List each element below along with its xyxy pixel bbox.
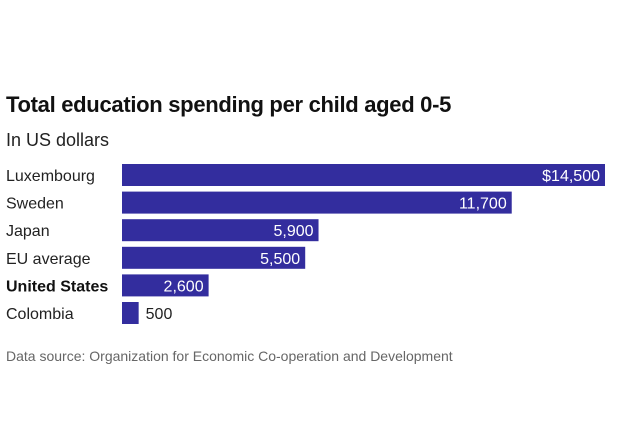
bar — [122, 191, 512, 214]
value-label: 2,600 — [164, 278, 204, 295]
chart-subtitle: In US dollars — [6, 130, 110, 150]
category-label: United States — [6, 278, 108, 295]
bar — [122, 219, 319, 242]
bar — [122, 302, 139, 324]
category-label: Colombia — [6, 306, 74, 323]
value-label: 500 — [146, 306, 173, 323]
value-label: 5,500 — [260, 251, 300, 268]
value-label: $14,500 — [542, 168, 600, 185]
bar — [122, 274, 209, 297]
category-label: Japan — [6, 223, 50, 240]
category-label: EU average — [6, 251, 91, 268]
category-label: Sweden — [6, 196, 64, 213]
bar — [122, 246, 306, 269]
bar — [122, 164, 605, 186]
value-label: 5,900 — [273, 223, 313, 240]
chart-title: Total education spending per child aged … — [6, 92, 452, 117]
category-label: Luxembourg — [6, 168, 95, 185]
data-source: Data source: Organization for Economic C… — [6, 348, 453, 364]
value-label: 11,700 — [459, 196, 507, 213]
